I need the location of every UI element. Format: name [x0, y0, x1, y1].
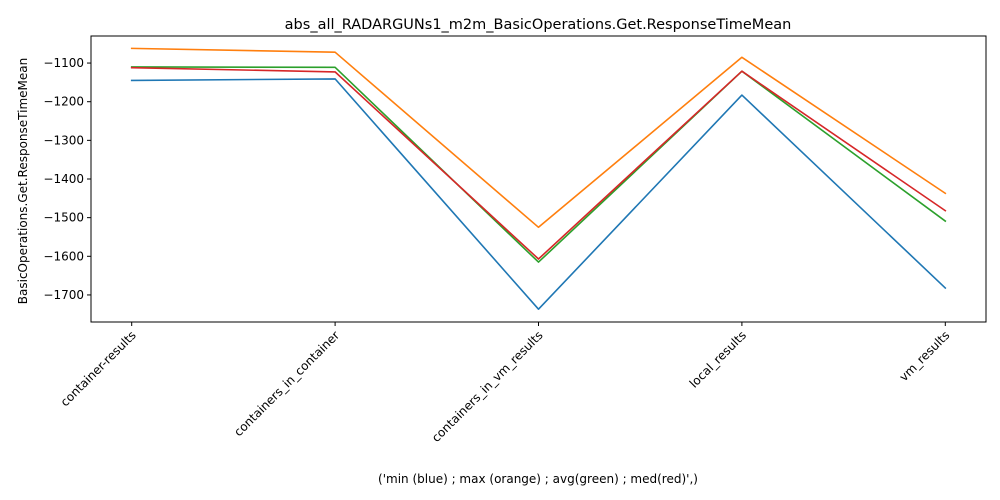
y-axis-label: BasicOperations.Get.ResponseTimeMean	[16, 58, 30, 304]
y-tick-label-1: −1200	[43, 95, 84, 109]
x-tick-label-4: vm_results	[897, 328, 953, 384]
y-tick-label-5: −1600	[43, 249, 84, 263]
series-line-3	[130, 66, 947, 263]
y-tick-label-0: −1100	[43, 56, 84, 70]
x-tick-label-1: containers_in_container	[231, 328, 342, 439]
series-line-4	[130, 66, 947, 260]
y-tick-label-3: −1400	[43, 172, 84, 186]
series-line-2	[130, 47, 947, 229]
x-axis-label: ('min (blue) ; max (orange) ; avg(green)…	[378, 472, 698, 486]
plot-area: −1100 −1200 −1300 −1400 −1500 −1600 −1700 conta…	[43, 35, 987, 445]
plot-frame	[90, 35, 987, 323]
x-tick-label-0: container-results	[58, 328, 139, 409]
x-tick-label-2: containers_in_vm_results	[429, 328, 546, 445]
y-tick-label-4: −1500	[43, 211, 84, 225]
x-tick-label-3: local_results	[687, 328, 749, 390]
chart-title: abs_all_RADARGUNs1_m2m_BasicOperations.G…	[285, 17, 792, 33]
y-tick-label-2: −1300	[43, 133, 84, 147]
series-line-1	[130, 78, 947, 311]
y-tick-label-6: −1700	[43, 288, 84, 302]
